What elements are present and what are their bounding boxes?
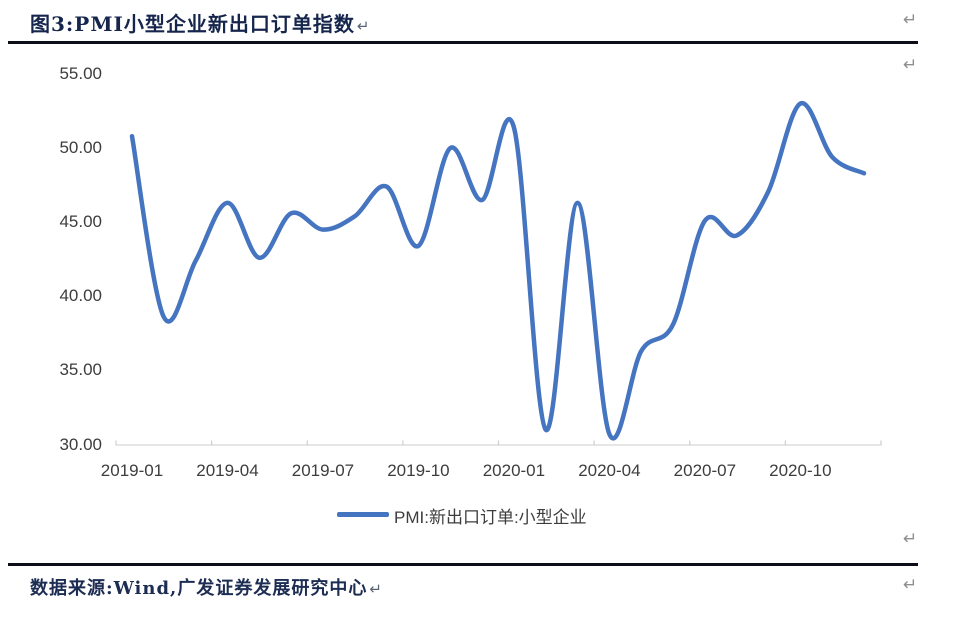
x-axis-tick-label: 2019-10 (387, 461, 450, 480)
y-axis-tick-label: 35.00 (59, 360, 102, 380)
figure-title: 图3:PMI小型企业新出口订单指数 ↵ (30, 8, 370, 37)
y-axis-tick-label: 55.00 (59, 64, 102, 83)
x-axis-tick-label: 2020-07 (673, 461, 737, 480)
legend-line-swatch (337, 512, 389, 517)
return-mark-icon: ↵ (369, 580, 383, 598)
x-axis-tick-label: 2020-10 (769, 461, 832, 480)
x-axis-ticks (115, 440, 882, 446)
pmi-line-series (129, 101, 867, 441)
return-mark-icon: ↵ (903, 575, 918, 595)
y-axis-tick-label: 30.00 (59, 434, 102, 454)
title-rule (8, 41, 918, 44)
pmi-line-chart: 55.00 50.00 45.00 40.00 35.00 30.00 2019-01 20… (0, 50, 960, 530)
legend-series-label: PMI:新出口订单:小型企业 (394, 508, 587, 527)
return-mark-icon: ↵ (903, 55, 918, 75)
x-axis-tick-label: 2020-04 (578, 461, 641, 480)
x-axis-tick-label: 2019-01 (100, 461, 164, 480)
data-source-note: 数据来源:Wind,广发证券发展研究中心 ↵ (30, 574, 383, 600)
figure-title-text: 图3:PMI小型企业新出口订单指数 (30, 12, 355, 36)
return-mark-icon: ↵ (903, 529, 918, 549)
data-source-text: 数据来源:Wind,广发证券发展研究中心 (30, 578, 368, 599)
y-axis-tick-label: 50.00 (59, 138, 102, 158)
y-axis-tick-label: 45.00 (59, 212, 102, 232)
return-mark-icon: ↵ (356, 17, 371, 35)
return-mark-icon: ↵ (903, 10, 918, 30)
x-axis-tick-label: 2020-01 (482, 461, 546, 480)
footer-rule (8, 563, 918, 566)
chart-plot-area (115, 101, 882, 446)
x-axis-tick-label: 2019-04 (196, 461, 259, 480)
chart-legend: PMI:新出口订单:小型企业 (0, 503, 960, 529)
x-axis-tick-label: 2019-07 (291, 461, 355, 480)
y-axis-tick-label: 40.00 (59, 286, 102, 306)
